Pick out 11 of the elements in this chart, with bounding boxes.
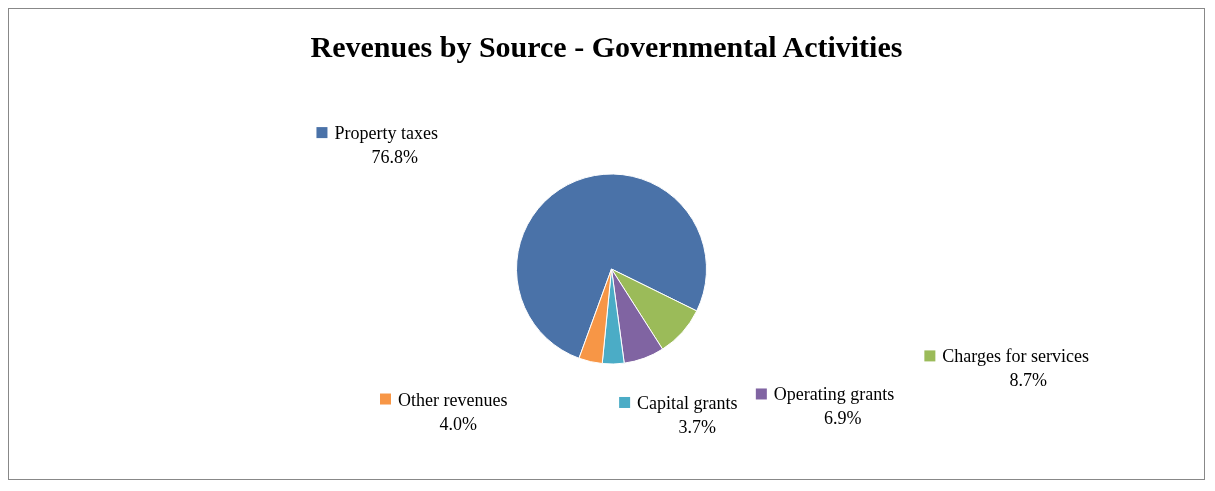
legend-label: Property taxes bbox=[334, 123, 438, 144]
data-label: 8.7% bbox=[1009, 370, 1048, 391]
data-label: 6.9% bbox=[823, 408, 862, 429]
data-label: 4.0% bbox=[439, 413, 477, 434]
legend-label: Capital grants bbox=[637, 392, 738, 413]
data-label: 3.7% bbox=[678, 416, 717, 437]
chart-title: Revenues by Source - Governmental Activities bbox=[310, 30, 903, 63]
data-label: 76.8% bbox=[371, 147, 418, 168]
legend-label: Other revenues bbox=[398, 389, 508, 410]
legend-label: Operating grants bbox=[773, 384, 895, 405]
legend-label: Charges for services bbox=[942, 346, 1089, 367]
